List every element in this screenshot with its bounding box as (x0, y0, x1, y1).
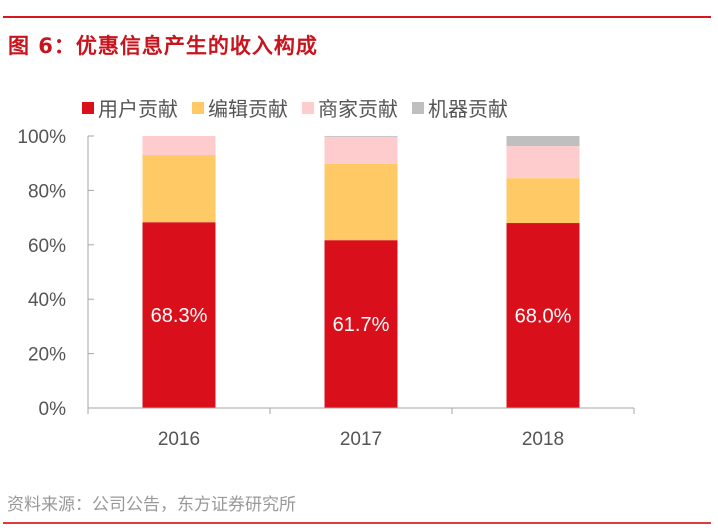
legend-swatch-machine (412, 101, 424, 114)
data-label: 68.0% (515, 306, 572, 328)
y-tick-label: 20% (28, 345, 66, 366)
legend-label-merchant: 商家贡献 (318, 97, 398, 121)
bar-segment-2018-2 (506, 146, 580, 179)
bar-segment-2016-1 (142, 155, 216, 223)
bottom-rule (3, 522, 711, 524)
legend-item-machine: 机器贡献 (412, 93, 508, 122)
legend-label-machine: 机器贡献 (428, 97, 508, 121)
bar-segment-2017-1 (324, 163, 398, 241)
y-tick-label: 60% (28, 236, 66, 257)
bar-segment-2018-0 (506, 223, 580, 408)
legend-item-merchant: 商家贡献 (302, 93, 398, 122)
data-label: 68.3% (151, 305, 208, 327)
bar-segment-2017-2 (324, 136, 398, 164)
legend-swatch-merchant (302, 101, 314, 114)
legend-swatch-user (82, 101, 94, 114)
y-tick-label: 0% (39, 399, 67, 420)
figure-title: 图 6：优惠信息产生的收入构成 (8, 34, 318, 58)
bar-segment-2017-3 (324, 136, 398, 137)
legend-label-user: 用户贡献 (98, 97, 178, 121)
y-tick-label: 80% (28, 181, 66, 202)
bar-segment-2018-1 (506, 178, 580, 224)
legend: 用户贡献 编辑贡献 商家贡献 机器贡献 (82, 93, 508, 122)
y-tick-label: 100% (17, 127, 66, 148)
source-note: 资料来源：公司公告，东方证券研究所 (7, 495, 296, 515)
data-label: 61.7% (333, 314, 390, 336)
x-tick-label: 2017 (340, 429, 382, 450)
legend-item-user: 用户贡献 (82, 93, 178, 122)
x-tick-label: 2016 (158, 429, 200, 450)
bar-segment-2017-0 (324, 240, 398, 408)
legend-swatch-editor (192, 101, 204, 114)
y-tick-label: 40% (28, 290, 66, 311)
top-rule (3, 16, 711, 18)
bar-segment-2018-3 (506, 136, 580, 147)
legend-label-editor: 编辑贡献 (208, 97, 288, 121)
x-tick-label: 2018 (522, 429, 564, 450)
bar-segment-2016-2 (142, 136, 216, 156)
bar-segment-2016-0 (142, 222, 216, 408)
legend-item-editor: 编辑贡献 (192, 93, 288, 122)
